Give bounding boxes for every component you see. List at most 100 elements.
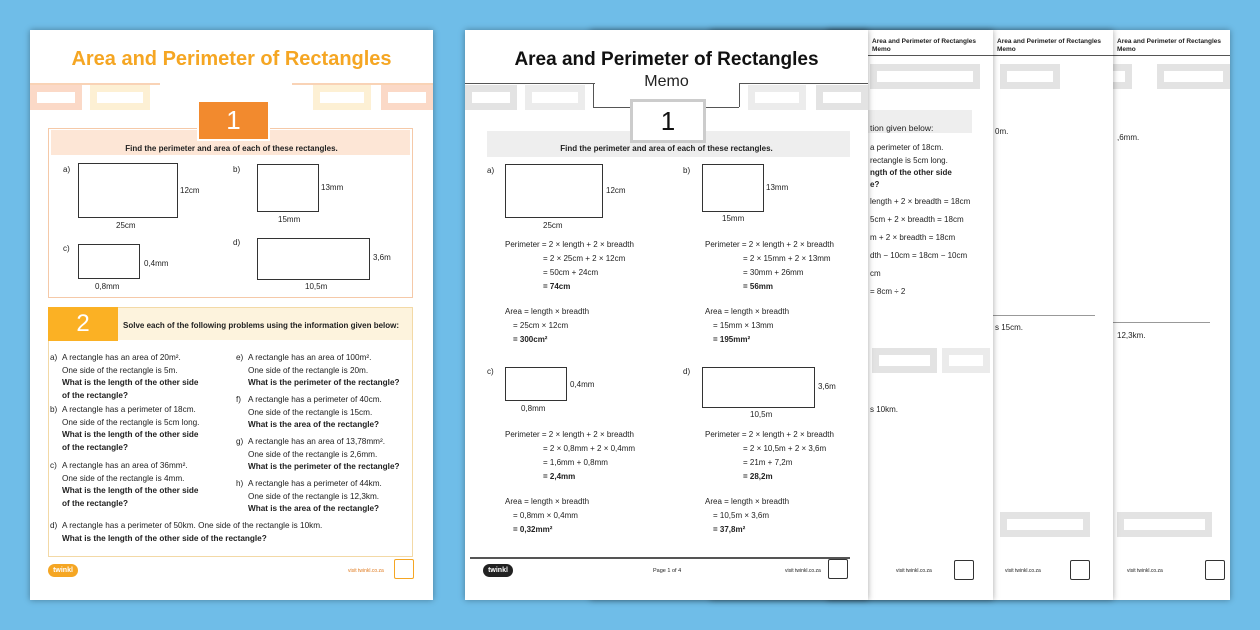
section2-box (48, 307, 413, 557)
rectangle-b (257, 164, 319, 212)
problem-item: a) A rectangle has an area of 20m². One si… (50, 352, 198, 402)
perimeter-step: = 2 × 15mm + 2 × 13mm (743, 254, 831, 263)
section1-number: 1 (197, 100, 270, 141)
area-step: Area = length × breadth (705, 497, 790, 506)
perimeter-step: = 2 × 25cm + 2 × 12cm (543, 254, 626, 263)
problem-line: of the rectangle? (62, 498, 128, 508)
rectangle-c (78, 244, 140, 279)
section1-instruction: Find the perimeter and area of each of t… (125, 144, 338, 153)
text-fragment: a perimeter of 18cm. (870, 143, 944, 152)
problem-line: One side of the rectangle is 2,6mm. (248, 449, 378, 459)
twinkl-logo: twinkl (48, 564, 78, 577)
problem-line: A rectangle has an area of 36mm². (62, 461, 188, 470)
item-label: b) (683, 166, 691, 175)
rectangle-d (257, 238, 370, 280)
problem-line: A rectangle has a perimeter of 18cm. (62, 405, 196, 414)
text-fragment: s 15cm. (995, 323, 1024, 332)
height-label: 13mm (321, 183, 344, 192)
problem-line: One side of the rectangle is 5m. (62, 365, 178, 375)
rectangle-c (505, 367, 567, 401)
text-fragment: cm (870, 269, 881, 278)
area-step: = 300cm² (513, 335, 548, 344)
item-label: a) (487, 166, 495, 175)
area-step: = 0,32mm² (513, 525, 553, 534)
problem-label: d) (50, 521, 58, 530)
height-label: 13mm (766, 183, 789, 192)
area-step: Area = length × breadth (505, 497, 590, 506)
problem-line: A rectangle has an area of 13,78mm². (248, 437, 385, 446)
problem-label: c) (50, 461, 57, 470)
perimeter-step: Perimeter = 2 × length + 2 × breadth (705, 430, 834, 439)
height-label: 12cm (180, 186, 200, 195)
problem-line: What is the length of the other side (62, 486, 199, 495)
problem-item: b) A rectangle has a perimeter of 18cm. On… (50, 404, 199, 454)
problem-item: c) A rectangle has an area of 36mm². One s… (50, 460, 198, 510)
area-step: = 195mm² (713, 335, 751, 344)
area-step: = 0,8mm × 0,4mm (513, 511, 578, 520)
item-label: a) (63, 165, 71, 174)
decoration (942, 348, 990, 373)
width-label: 0,8mm (95, 282, 120, 291)
problem-line: What is the length of the other side of … (62, 533, 267, 543)
memo-page-1: Area and Perimeter of Rectangles Memo 1 … (465, 30, 868, 600)
text-fragment: s 10km. (870, 405, 899, 414)
problem-line: What is the perimeter of the rectangle? (248, 462, 400, 471)
decoration (1000, 512, 1090, 537)
width-label: 15mm (722, 214, 745, 223)
height-label: 12cm (606, 186, 626, 195)
decoration (816, 85, 868, 110)
area-step: = 15mm × 13mm (713, 321, 774, 330)
rectangle-d (702, 367, 815, 408)
problem-label: f) (236, 395, 242, 404)
problem-line: A rectangle has a perimeter of 44km. (248, 479, 382, 488)
footer-url: visit twinkl.co.za (785, 568, 821, 574)
area-step: Area = length × breadth (705, 307, 790, 316)
page-header: Area and Perimeter of Rectangles Memo (872, 38, 977, 53)
problem-line: One side of the rectangle is 15cm. (248, 407, 373, 417)
perimeter-step: = 50cm + 24cm (543, 268, 599, 277)
perimeter-step: = 30mm + 26mm (743, 268, 804, 277)
problem-line: One side of the rectangle is 12,3km. (248, 491, 380, 501)
section2-number: 2 (48, 307, 118, 341)
text-fragment: ,6mm. (1117, 133, 1140, 142)
problem-line: of the rectangle? (62, 390, 128, 400)
problem-line: What is the perimeter of the rectangle? (248, 378, 400, 387)
problem-label: a) (50, 353, 58, 362)
page-title: Area and Perimeter of Rectangles (71, 48, 392, 70)
height-label: 3,6m (373, 253, 391, 262)
footer-url: visit twinkl.co.za (1127, 568, 1163, 574)
perimeter-step: Perimeter = 2 × length + 2 × breadth (505, 240, 634, 249)
width-label: 0,8mm (521, 404, 546, 413)
problem-line: What is the area of the rectangle? (248, 420, 380, 429)
height-label: 0,4mm (570, 380, 595, 389)
area-step: Area = length × breadth (505, 307, 590, 316)
perimeter-step: = 21m + 7,2m (743, 458, 793, 467)
perimeter-step: = 56mm (743, 282, 774, 291)
footer-url: visit twinkl.co.za (896, 568, 932, 574)
text-fragment: dth − 10cm = 18cm − 10cm (870, 251, 968, 260)
perimeter-step: = 2,4mm (543, 472, 576, 481)
decoration (748, 85, 806, 110)
problem-line: One side of the rectangle is 5cm long. (62, 417, 200, 427)
decoration (525, 85, 585, 110)
item-label: c) (63, 244, 70, 253)
width-label: 10,5m (305, 282, 328, 291)
problem-label: g) (236, 437, 244, 446)
memo-instruction: Find the perimeter and area of each of t… (560, 144, 773, 153)
problem-label: b) (50, 405, 58, 414)
width-label: 25cm (543, 221, 563, 230)
rectangle-b (702, 164, 764, 212)
memo-subtitle: Memo (644, 73, 689, 90)
page-header: Area and Perimeter of Rectangles Memo (1117, 38, 1222, 53)
decoration (313, 85, 371, 110)
perimeter-step: = 2 × 10,5m + 2 × 3,6m (743, 444, 827, 453)
quality-badge-icon (1070, 560, 1090, 580)
decoration (1157, 64, 1230, 89)
footer-url: visit twinkl.co.za (348, 568, 384, 574)
problem-line: A rectangle has a perimeter of 50km. One… (62, 521, 323, 530)
text-fragment: rectangle is 5cm long. (870, 156, 948, 165)
problem-line: What is the length of the other side (62, 378, 199, 387)
rectangle-a (505, 164, 603, 218)
problem-line: of the rectangle? (62, 442, 128, 452)
text-fragment: e? (870, 180, 880, 189)
